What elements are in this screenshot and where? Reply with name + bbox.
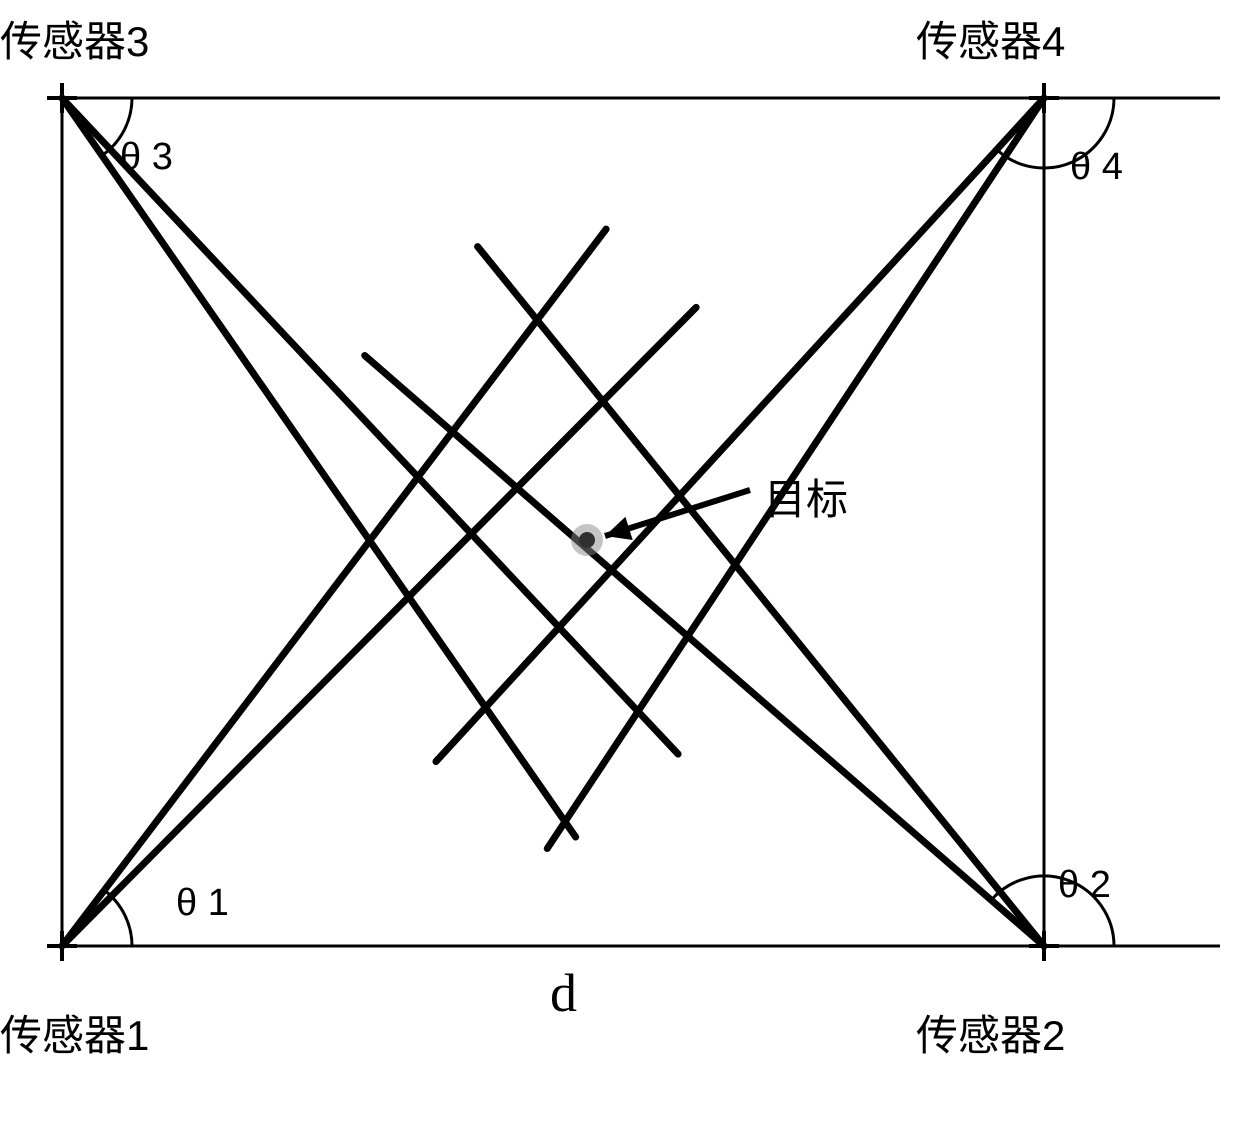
- d-label: d: [550, 962, 577, 1024]
- target-label: 目标: [764, 466, 848, 527]
- theta-2-label: θ 2: [1058, 864, 1111, 907]
- theta-1-label: θ 1: [176, 882, 229, 925]
- diagram-root: 传感器1 传感器2 传感器3 传感器4 θ 1 θ 2 θ 3 θ 4 目标 d: [0, 0, 1240, 1124]
- sensor-4-label: 传感器4: [916, 8, 1065, 69]
- sensor-2-label: 传感器2: [916, 1002, 1065, 1063]
- sensor-diagram: [0, 0, 1240, 1124]
- sensor-1-label: 传感器1: [0, 1002, 149, 1063]
- theta-4-label: θ 4: [1070, 146, 1123, 189]
- sensor-3-label: 传感器3: [0, 8, 149, 69]
- theta-3-label: θ 3: [120, 136, 173, 179]
